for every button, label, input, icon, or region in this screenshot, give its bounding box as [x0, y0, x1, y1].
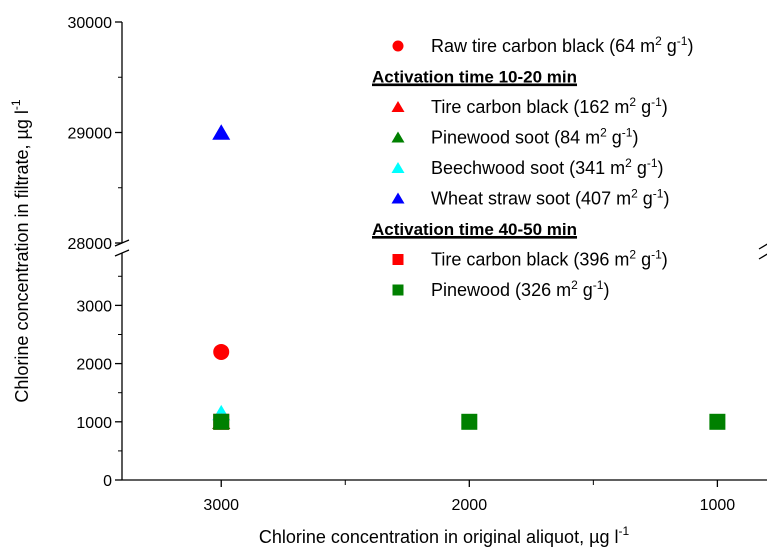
- data-marks: [212, 124, 726, 430]
- axis-break-mark-right: [758, 253, 767, 260]
- legend-entry-label: Wheat straw soot (407 m2 g-1): [431, 187, 669, 209]
- axis-break-mark: [114, 249, 130, 257]
- axis-ticks: 28000 29000 30000 0 1000 2000 3000 3000 2000 1000: [68, 15, 736, 514]
- x-tick-label: 3000: [203, 497, 239, 514]
- x-axis-title: Chlorine concentration in original aliqu…: [259, 524, 630, 547]
- data-point: [212, 124, 231, 140]
- legend-entry-label: Tire carbon black (162 m2 g-1): [431, 95, 668, 117]
- axis-break-mark-right: [758, 243, 767, 250]
- data-point: [461, 413, 478, 430]
- legend-marker: [391, 131, 405, 143]
- data-point: [213, 413, 230, 430]
- x-tick-label: 2000: [452, 497, 488, 514]
- legend-marker: [392, 284, 404, 296]
- legend-group-heading: Activation time 10-20 min: [372, 68, 577, 87]
- y-tick-label: 0: [103, 473, 112, 490]
- legend-entry-label: Pinewood soot (84 m2 g-1): [431, 126, 638, 148]
- data-point: [213, 343, 230, 360]
- y-tick-label: 1000: [76, 415, 112, 432]
- y-tick-label: 2000: [76, 357, 112, 374]
- y-tick-label: 28000: [68, 236, 113, 253]
- y-axis-title: Chlorine concentration in filtrate, µg l…: [9, 99, 32, 403]
- y-tick-label: 29000: [68, 126, 113, 143]
- legend: Raw tire carbon black (64 m2 g-1) Activat…: [372, 34, 693, 300]
- legend-marker: [391, 101, 405, 112]
- y-tick-label: 30000: [68, 15, 113, 32]
- legend-entry-label: Tire carbon black (396 m2 g-1): [431, 248, 668, 270]
- data-point: [709, 413, 726, 430]
- legend-marker: [391, 162, 405, 173]
- legend-marker: [391, 192, 405, 204]
- legend-entry-label: Raw tire carbon black (64 m2 g-1): [431, 34, 693, 56]
- legend-entry-label: Beechwood soot (341 m2 g-1): [431, 156, 664, 178]
- y-tick-label: 3000: [76, 298, 112, 315]
- x-tick-label: 1000: [700, 497, 736, 514]
- legend-marker: [392, 254, 404, 265]
- legend-entry-label: Pinewood (326 m2 g-1): [431, 278, 609, 300]
- legend-marker: [392, 40, 404, 52]
- legend-group-heading: Activation time 40-50 min: [372, 220, 577, 239]
